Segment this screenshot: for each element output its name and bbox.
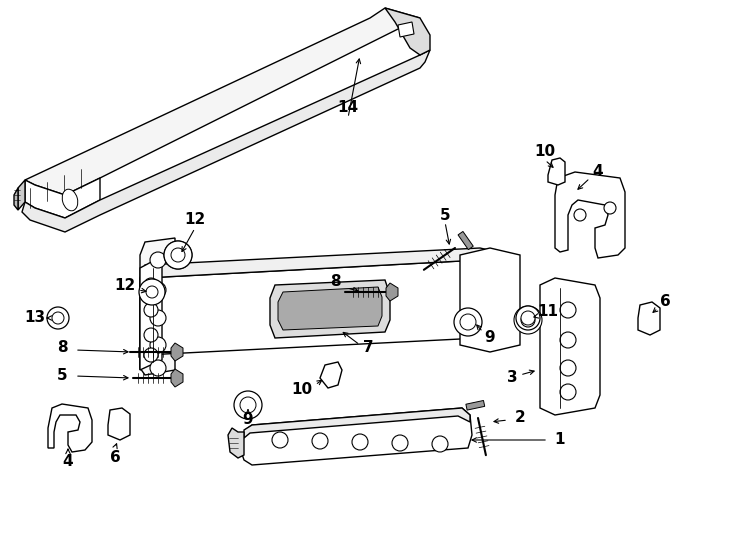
Circle shape [164, 241, 192, 269]
Text: 14: 14 [338, 100, 359, 116]
Circle shape [516, 306, 540, 330]
Polygon shape [270, 280, 390, 338]
Circle shape [560, 384, 576, 400]
Circle shape [460, 314, 476, 330]
Circle shape [150, 282, 166, 298]
Text: 5: 5 [440, 207, 451, 222]
Circle shape [164, 241, 192, 269]
Ellipse shape [62, 189, 78, 211]
Polygon shape [14, 188, 18, 210]
Circle shape [312, 433, 328, 449]
Text: 5: 5 [57, 368, 68, 382]
Text: 10: 10 [534, 145, 556, 159]
Polygon shape [386, 283, 398, 301]
Circle shape [144, 303, 158, 317]
Circle shape [150, 360, 166, 376]
Polygon shape [108, 408, 130, 440]
Circle shape [234, 391, 262, 419]
Circle shape [52, 312, 64, 324]
Text: 13: 13 [24, 310, 46, 326]
Text: 8: 8 [330, 274, 341, 289]
Circle shape [560, 360, 576, 376]
Polygon shape [460, 248, 520, 352]
Circle shape [392, 435, 408, 451]
Text: 6: 6 [660, 294, 670, 309]
Polygon shape [140, 248, 510, 295]
Text: 1: 1 [555, 433, 565, 448]
Polygon shape [48, 404, 92, 452]
Circle shape [144, 348, 158, 362]
Text: 4: 4 [592, 165, 603, 179]
Circle shape [150, 310, 166, 326]
Polygon shape [458, 232, 473, 249]
Circle shape [150, 252, 166, 268]
Circle shape [144, 278, 158, 292]
Polygon shape [22, 50, 430, 232]
Text: 4: 4 [62, 455, 73, 469]
Polygon shape [140, 260, 162, 370]
Polygon shape [25, 8, 420, 195]
Polygon shape [278, 287, 382, 330]
Polygon shape [244, 408, 470, 438]
Circle shape [574, 209, 586, 221]
Circle shape [521, 311, 535, 325]
Circle shape [144, 328, 158, 342]
Circle shape [150, 337, 166, 353]
Circle shape [560, 302, 576, 318]
Polygon shape [466, 401, 484, 410]
Text: 12: 12 [184, 213, 206, 227]
Polygon shape [240, 408, 472, 465]
Text: 7: 7 [363, 341, 374, 355]
Text: 10: 10 [291, 382, 313, 397]
Polygon shape [140, 260, 510, 370]
Circle shape [139, 279, 165, 305]
Polygon shape [228, 428, 244, 458]
Text: 9: 9 [484, 330, 495, 346]
Polygon shape [638, 302, 660, 335]
Circle shape [432, 436, 448, 452]
Polygon shape [25, 178, 100, 218]
Circle shape [240, 397, 256, 413]
Circle shape [560, 332, 576, 348]
Text: 2: 2 [515, 410, 526, 426]
Circle shape [272, 432, 288, 448]
Polygon shape [171, 343, 183, 361]
Polygon shape [548, 158, 565, 185]
Text: 11: 11 [537, 305, 559, 320]
Text: 3: 3 [506, 370, 517, 386]
Circle shape [604, 202, 616, 214]
Polygon shape [555, 172, 625, 258]
Polygon shape [140, 238, 175, 375]
Circle shape [146, 286, 158, 298]
Polygon shape [398, 22, 414, 37]
Polygon shape [320, 362, 342, 388]
Circle shape [521, 313, 535, 327]
Polygon shape [385, 8, 430, 55]
Circle shape [454, 308, 482, 336]
Polygon shape [171, 369, 183, 387]
Polygon shape [540, 278, 600, 415]
Text: 9: 9 [243, 413, 253, 428]
Circle shape [47, 307, 69, 329]
Polygon shape [18, 180, 25, 210]
Circle shape [171, 248, 185, 262]
Text: 6: 6 [109, 450, 120, 465]
Circle shape [352, 434, 368, 450]
Text: 8: 8 [57, 341, 68, 355]
Circle shape [171, 248, 185, 262]
Circle shape [514, 306, 542, 334]
Text: 12: 12 [115, 278, 136, 293]
